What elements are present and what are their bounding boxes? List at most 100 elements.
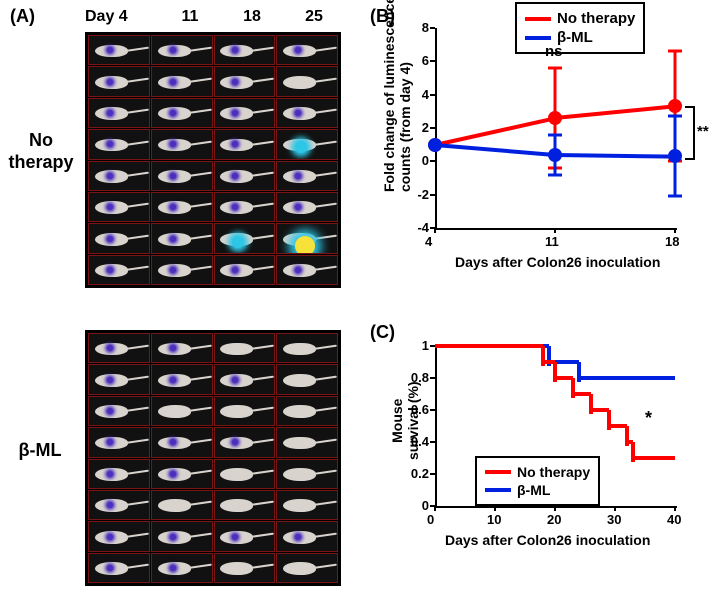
ytick: 0.4 (411, 434, 429, 449)
data-point (668, 149, 682, 163)
mouse-cell (88, 192, 150, 222)
ytick: 0.6 (411, 402, 429, 417)
mouse-cell (214, 459, 276, 489)
mouse-cell (151, 427, 213, 457)
mouse-cell (88, 161, 150, 191)
mouse-cell (151, 333, 213, 363)
mouse-cell (276, 161, 338, 191)
mouse-cell (276, 223, 338, 253)
mouse-cell (151, 521, 213, 551)
mouse-cell (151, 553, 213, 583)
xtick: 4 (425, 234, 432, 249)
sig-annotation: ns (545, 43, 563, 60)
ytick: 2 (422, 120, 429, 135)
mouse-cell (276, 98, 338, 128)
mouse-cell (88, 553, 150, 583)
day-header-0: Day 4 (85, 8, 159, 26)
legend-swatch-red (485, 470, 511, 474)
mouse-cell (88, 364, 150, 394)
mouse-cell (276, 129, 338, 159)
mouse-cell (88, 35, 150, 65)
xtick: 40 (667, 512, 681, 527)
panel-c-chart: Mousesurvival (%) No therapy β-ML Days a… (365, 336, 705, 576)
mouse-cell (214, 396, 276, 426)
mouse-cell (214, 192, 276, 222)
day-header-3: 25 (283, 8, 345, 26)
mouse-cell (88, 521, 150, 551)
mouse-cell (88, 66, 150, 96)
mouse-cell (151, 66, 213, 96)
mouse-cell (214, 98, 276, 128)
mouse-cell (88, 427, 150, 457)
mouse-cell (151, 161, 213, 191)
legend-row-no-therapy: No therapy (485, 464, 590, 480)
legend-swatch-blue (525, 36, 551, 40)
ytick: 0.8 (411, 370, 429, 385)
mouse-cell (88, 396, 150, 426)
mouse-cell (151, 192, 213, 222)
survival-step (435, 344, 543, 348)
ytick: 0.2 (411, 466, 429, 481)
legend-row-no-therapy: No therapy (525, 10, 635, 27)
mouse-cell (214, 66, 276, 96)
ytick: 0 (422, 153, 429, 168)
mouse-cell (214, 521, 276, 551)
mouse-cell (151, 223, 213, 253)
mouse-cell (88, 129, 150, 159)
mouse-cell (276, 255, 338, 285)
mouse-cell (151, 364, 213, 394)
day-header-1: 11 (159, 8, 221, 26)
mouse-cell (151, 35, 213, 65)
day-header-2: 18 (221, 8, 283, 26)
panel-b-ylabel: Fold change of luminescencecounts (from … (381, 0, 413, 192)
panel-c-legend: No therapy β-ML (475, 456, 600, 506)
panel-a-group2-label: β-ML (10, 440, 70, 462)
ytick: -4 (417, 220, 429, 235)
data-point (548, 148, 562, 162)
panel-a-grid-bml (85, 330, 341, 586)
xtick: 11 (545, 234, 559, 249)
mouse-cell (276, 396, 338, 426)
mouse-cell (214, 35, 276, 65)
legend-row-bml: β-ML (485, 482, 590, 498)
legend-row-bml: β-ML (525, 29, 635, 46)
xtick: 0 (427, 512, 434, 527)
xtick: 18 (665, 234, 679, 249)
legend-swatch-red (525, 17, 551, 21)
ytick: 6 (422, 53, 429, 68)
mouse-cell (276, 427, 338, 457)
ytick: -2 (417, 187, 429, 202)
legend-label-0: No therapy (557, 10, 635, 27)
mouse-cell (214, 427, 276, 457)
legend-swatch-blue (485, 488, 511, 492)
mouse-cell (151, 98, 213, 128)
legend-label-c0: No therapy (517, 464, 590, 480)
xtick: 10 (487, 512, 501, 527)
mouse-cell (214, 553, 276, 583)
survival-step (633, 456, 675, 460)
panel-b-xlabel: Days after Colon26 inoculation (455, 254, 660, 270)
panel-b-chart: Fold change of luminescencecounts (from … (365, 18, 705, 298)
mouse-cell (214, 364, 276, 394)
mouse-cell (214, 129, 276, 159)
mouse-cell (276, 490, 338, 520)
mouse-cell (276, 364, 338, 394)
mouse-cell (88, 255, 150, 285)
mouse-cell (214, 255, 276, 285)
data-point (668, 99, 682, 113)
mouse-cell (276, 35, 338, 65)
data-point (428, 138, 442, 152)
day-prefix: Day (85, 8, 119, 25)
mouse-cell (276, 333, 338, 363)
data-point (548, 111, 562, 125)
xtick: 30 (607, 512, 621, 527)
mouse-cell (88, 98, 150, 128)
mouse-cell (214, 333, 276, 363)
day-0: 4 (119, 8, 128, 25)
sig-annotation: ** (697, 123, 709, 140)
ytick: 0 (422, 498, 429, 513)
mouse-cell (88, 490, 150, 520)
ytick: 4 (422, 87, 429, 102)
mouse-cell (151, 255, 213, 285)
panel-c-xlabel: Days after Colon26 inoculation (445, 532, 650, 548)
